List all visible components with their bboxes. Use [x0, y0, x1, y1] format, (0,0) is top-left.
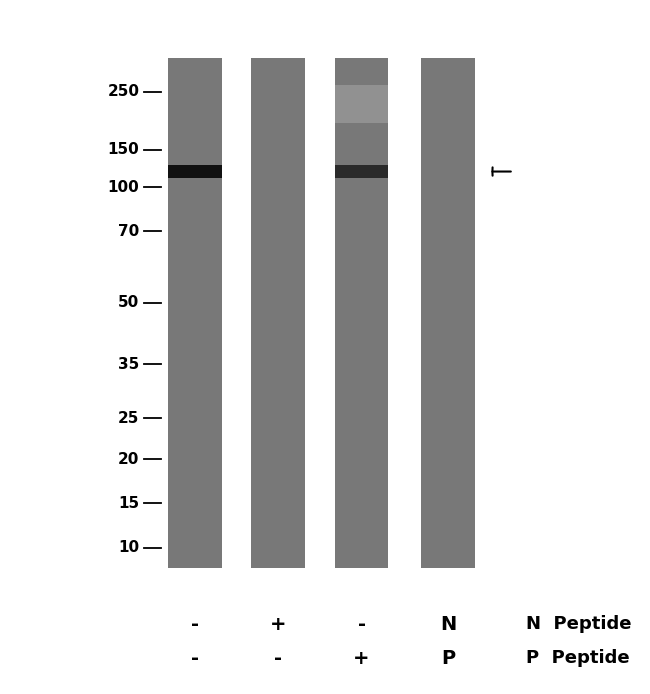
Text: P: P — [441, 649, 455, 668]
Text: P  Peptide: P Peptide — [526, 650, 629, 668]
Text: N: N — [440, 615, 456, 634]
Bar — [168, 164, 222, 178]
Bar — [252, 58, 305, 568]
Text: 250: 250 — [107, 85, 139, 99]
Bar — [168, 58, 222, 568]
Text: 10: 10 — [118, 540, 139, 555]
Text: 20: 20 — [118, 452, 139, 467]
Text: -: - — [190, 649, 199, 668]
Text: 25: 25 — [118, 411, 139, 426]
Text: N  Peptide: N Peptide — [526, 616, 631, 634]
Bar — [335, 58, 389, 568]
Bar — [335, 85, 389, 123]
Bar — [335, 164, 389, 178]
Text: -: - — [358, 615, 365, 634]
Text: 35: 35 — [118, 357, 139, 371]
Text: +: + — [354, 649, 370, 668]
Text: 15: 15 — [118, 496, 139, 511]
Text: -: - — [274, 649, 282, 668]
Text: 50: 50 — [118, 295, 139, 310]
Text: +: + — [270, 615, 287, 634]
Text: 150: 150 — [107, 142, 139, 158]
Text: -: - — [190, 615, 199, 634]
Text: 70: 70 — [118, 224, 139, 239]
Text: 100: 100 — [107, 180, 139, 195]
Bar — [421, 58, 475, 568]
